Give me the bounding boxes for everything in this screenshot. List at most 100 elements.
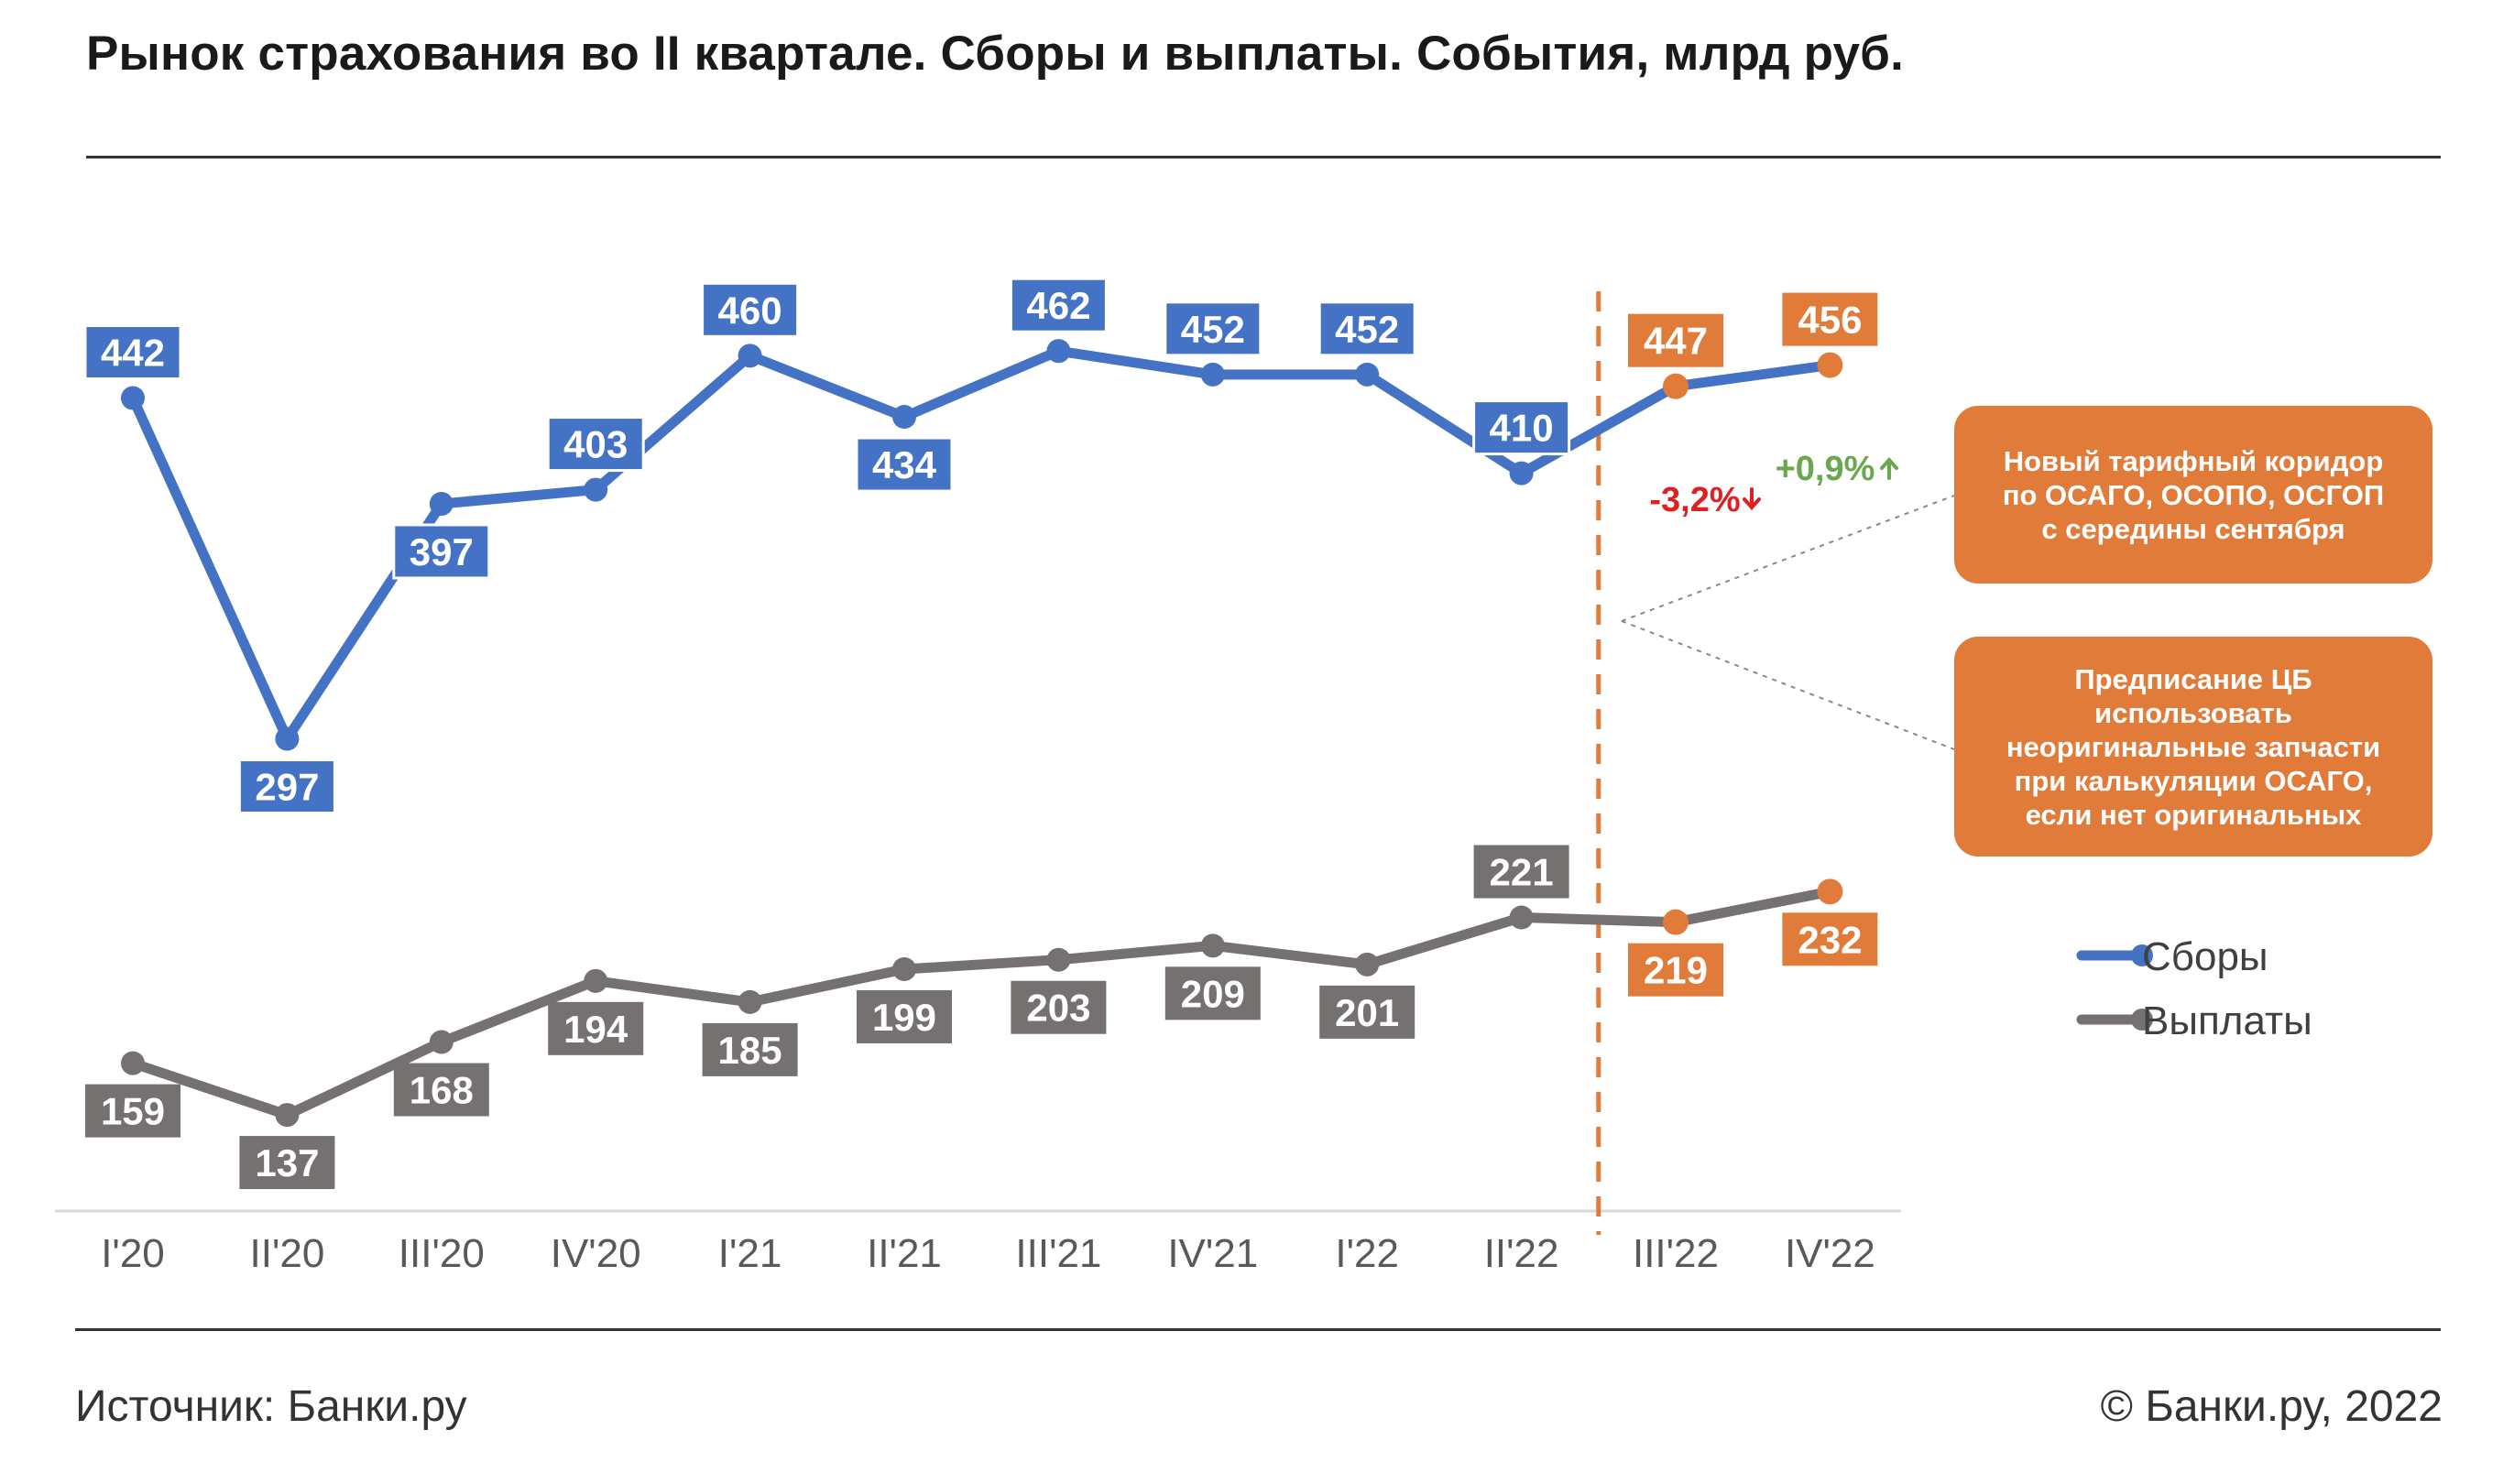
data-label-payouts: 221 [1473, 845, 1569, 899]
event-box [1954, 406, 2432, 584]
data-label-box [1782, 292, 1878, 346]
data-label-text: 137 [255, 1141, 319, 1184]
x-tick-label: IV'20 [551, 1231, 641, 1276]
data-label-collections: 452 [1317, 300, 1416, 357]
data-point-collections [275, 726, 300, 751]
data-point-collections [1509, 461, 1534, 486]
data-label-payouts: 219 [1628, 943, 1723, 997]
data-point-collections [1355, 362, 1380, 387]
data-label-collections: 397 [392, 523, 491, 580]
x-tick-label: I'21 [718, 1231, 782, 1276]
legend-label-collections: Сборы [2142, 934, 2268, 979]
data-label-payouts: 201 [1319, 985, 1415, 1039]
data-point-collections [738, 344, 762, 368]
data-label-box [855, 436, 954, 493]
data-label-box [1009, 277, 1108, 333]
leader-line [1621, 495, 1955, 622]
data-label-collections: 297 [237, 758, 336, 815]
data-label-collections: 442 [83, 324, 182, 380]
data-label-box [237, 758, 336, 815]
legend-marker-payouts [2131, 1009, 2153, 1031]
event-text-line: при калькуляции ОСАГО, [2015, 765, 2373, 797]
data-point-collections [1046, 339, 1071, 364]
legend-marker-collections [2131, 944, 2153, 966]
data-point-collections [1663, 373, 1689, 399]
x-tick-label: II'20 [250, 1231, 325, 1276]
x-tick-label: I'20 [101, 1231, 165, 1276]
data-label-text: 168 [410, 1069, 474, 1112]
data-point-payouts [1200, 933, 1225, 958]
data-label-text: 434 [872, 443, 937, 486]
data-label-collections: 462 [1009, 277, 1108, 333]
data-label-text: 203 [1026, 987, 1090, 1030]
data-label-payouts: 194 [548, 1001, 644, 1055]
event-text-line: если нет оригинальных [2026, 799, 2363, 831]
legend-label-payouts: Выплаты [2142, 998, 2312, 1043]
data-point-collections [892, 405, 916, 430]
data-label-text: 201 [1335, 991, 1399, 1034]
x-tick-label: II'22 [1484, 1231, 1559, 1276]
data-label-text: 442 [101, 332, 165, 375]
x-tick-label: III'21 [1015, 1231, 1101, 1276]
data-label-payouts: 185 [702, 1022, 798, 1076]
data-label-box [1628, 313, 1723, 367]
data-label-collections: 456 [1782, 292, 1878, 346]
data-point-collections [1817, 352, 1843, 378]
data-point-collections [121, 386, 145, 410]
data-label-payouts: 159 [85, 1084, 180, 1138]
x-tick-label: III'22 [1633, 1231, 1719, 1276]
data-label-box [85, 1084, 180, 1138]
data-label-text: 219 [1644, 949, 1708, 992]
x-tick-label: III'20 [399, 1231, 485, 1276]
event-text: Предписание ЦБ использовать неоригинальные… [2006, 663, 2380, 831]
data-point-payouts [892, 956, 916, 981]
data-label-payouts: 199 [857, 989, 952, 1043]
data-label-payouts: 203 [1011, 980, 1107, 1034]
data-label-box [1317, 300, 1416, 357]
series-line-payouts [127, 886, 1835, 1120]
data-label-box [239, 1136, 335, 1190]
data-point-payouts [1663, 909, 1689, 935]
data-label-payouts: 209 [1164, 966, 1261, 1020]
data-label-text: 456 [1798, 299, 1862, 342]
x-tick-label: I'22 [1335, 1231, 1399, 1276]
data-label-text: 403 [563, 423, 628, 466]
event-text: Новый тарифный коридор по ОСАГО, ОСОПО, О… [2003, 445, 2384, 545]
data-point-payouts [1817, 878, 1843, 905]
data-label-collections: 434 [855, 436, 954, 493]
event-text-line: использовать [2094, 697, 2292, 729]
data-point-payouts [275, 1103, 300, 1128]
event-text-line: с середины сентября [2041, 513, 2345, 545]
data-label-collections: 410 [1472, 399, 1571, 456]
data-label-box [83, 324, 182, 380]
data-label-box [1164, 966, 1261, 1020]
data-point-payouts [738, 989, 762, 1014]
data-label-payouts: 232 [1782, 912, 1878, 966]
data-label-text: 199 [872, 996, 936, 1039]
data-point-collections [429, 491, 454, 516]
data-label-text: 194 [563, 1008, 628, 1051]
data-label-box [1319, 985, 1415, 1039]
footer-source: Источник: Банки.ру [75, 1382, 467, 1431]
event-box [1954, 637, 2432, 857]
bottom-rule [75, 1328, 2441, 1331]
data-label-box [1782, 912, 1878, 966]
data-label-box [1473, 845, 1569, 899]
data-label-box [546, 416, 645, 473]
data-label-collections: 403 [546, 416, 645, 473]
data-point-payouts [1046, 947, 1071, 972]
x-tick-label: IV'22 [1785, 1231, 1875, 1276]
arrow-down-icon [1743, 487, 1761, 511]
data-label-box [1628, 943, 1723, 997]
data-label-text: 221 [1490, 851, 1554, 894]
top-rule [86, 156, 2441, 158]
data-point-collections [1200, 362, 1225, 387]
data-label-box [1472, 399, 1571, 456]
data-label-text: 460 [718, 289, 782, 332]
data-label-text: 452 [1335, 308, 1399, 351]
data-label-text: 232 [1798, 918, 1862, 961]
page-title: Рынок страхования во II квартале. Сборы … [86, 27, 1905, 81]
data-label-collections: 452 [1164, 300, 1262, 357]
data-label-text: 410 [1490, 407, 1554, 450]
